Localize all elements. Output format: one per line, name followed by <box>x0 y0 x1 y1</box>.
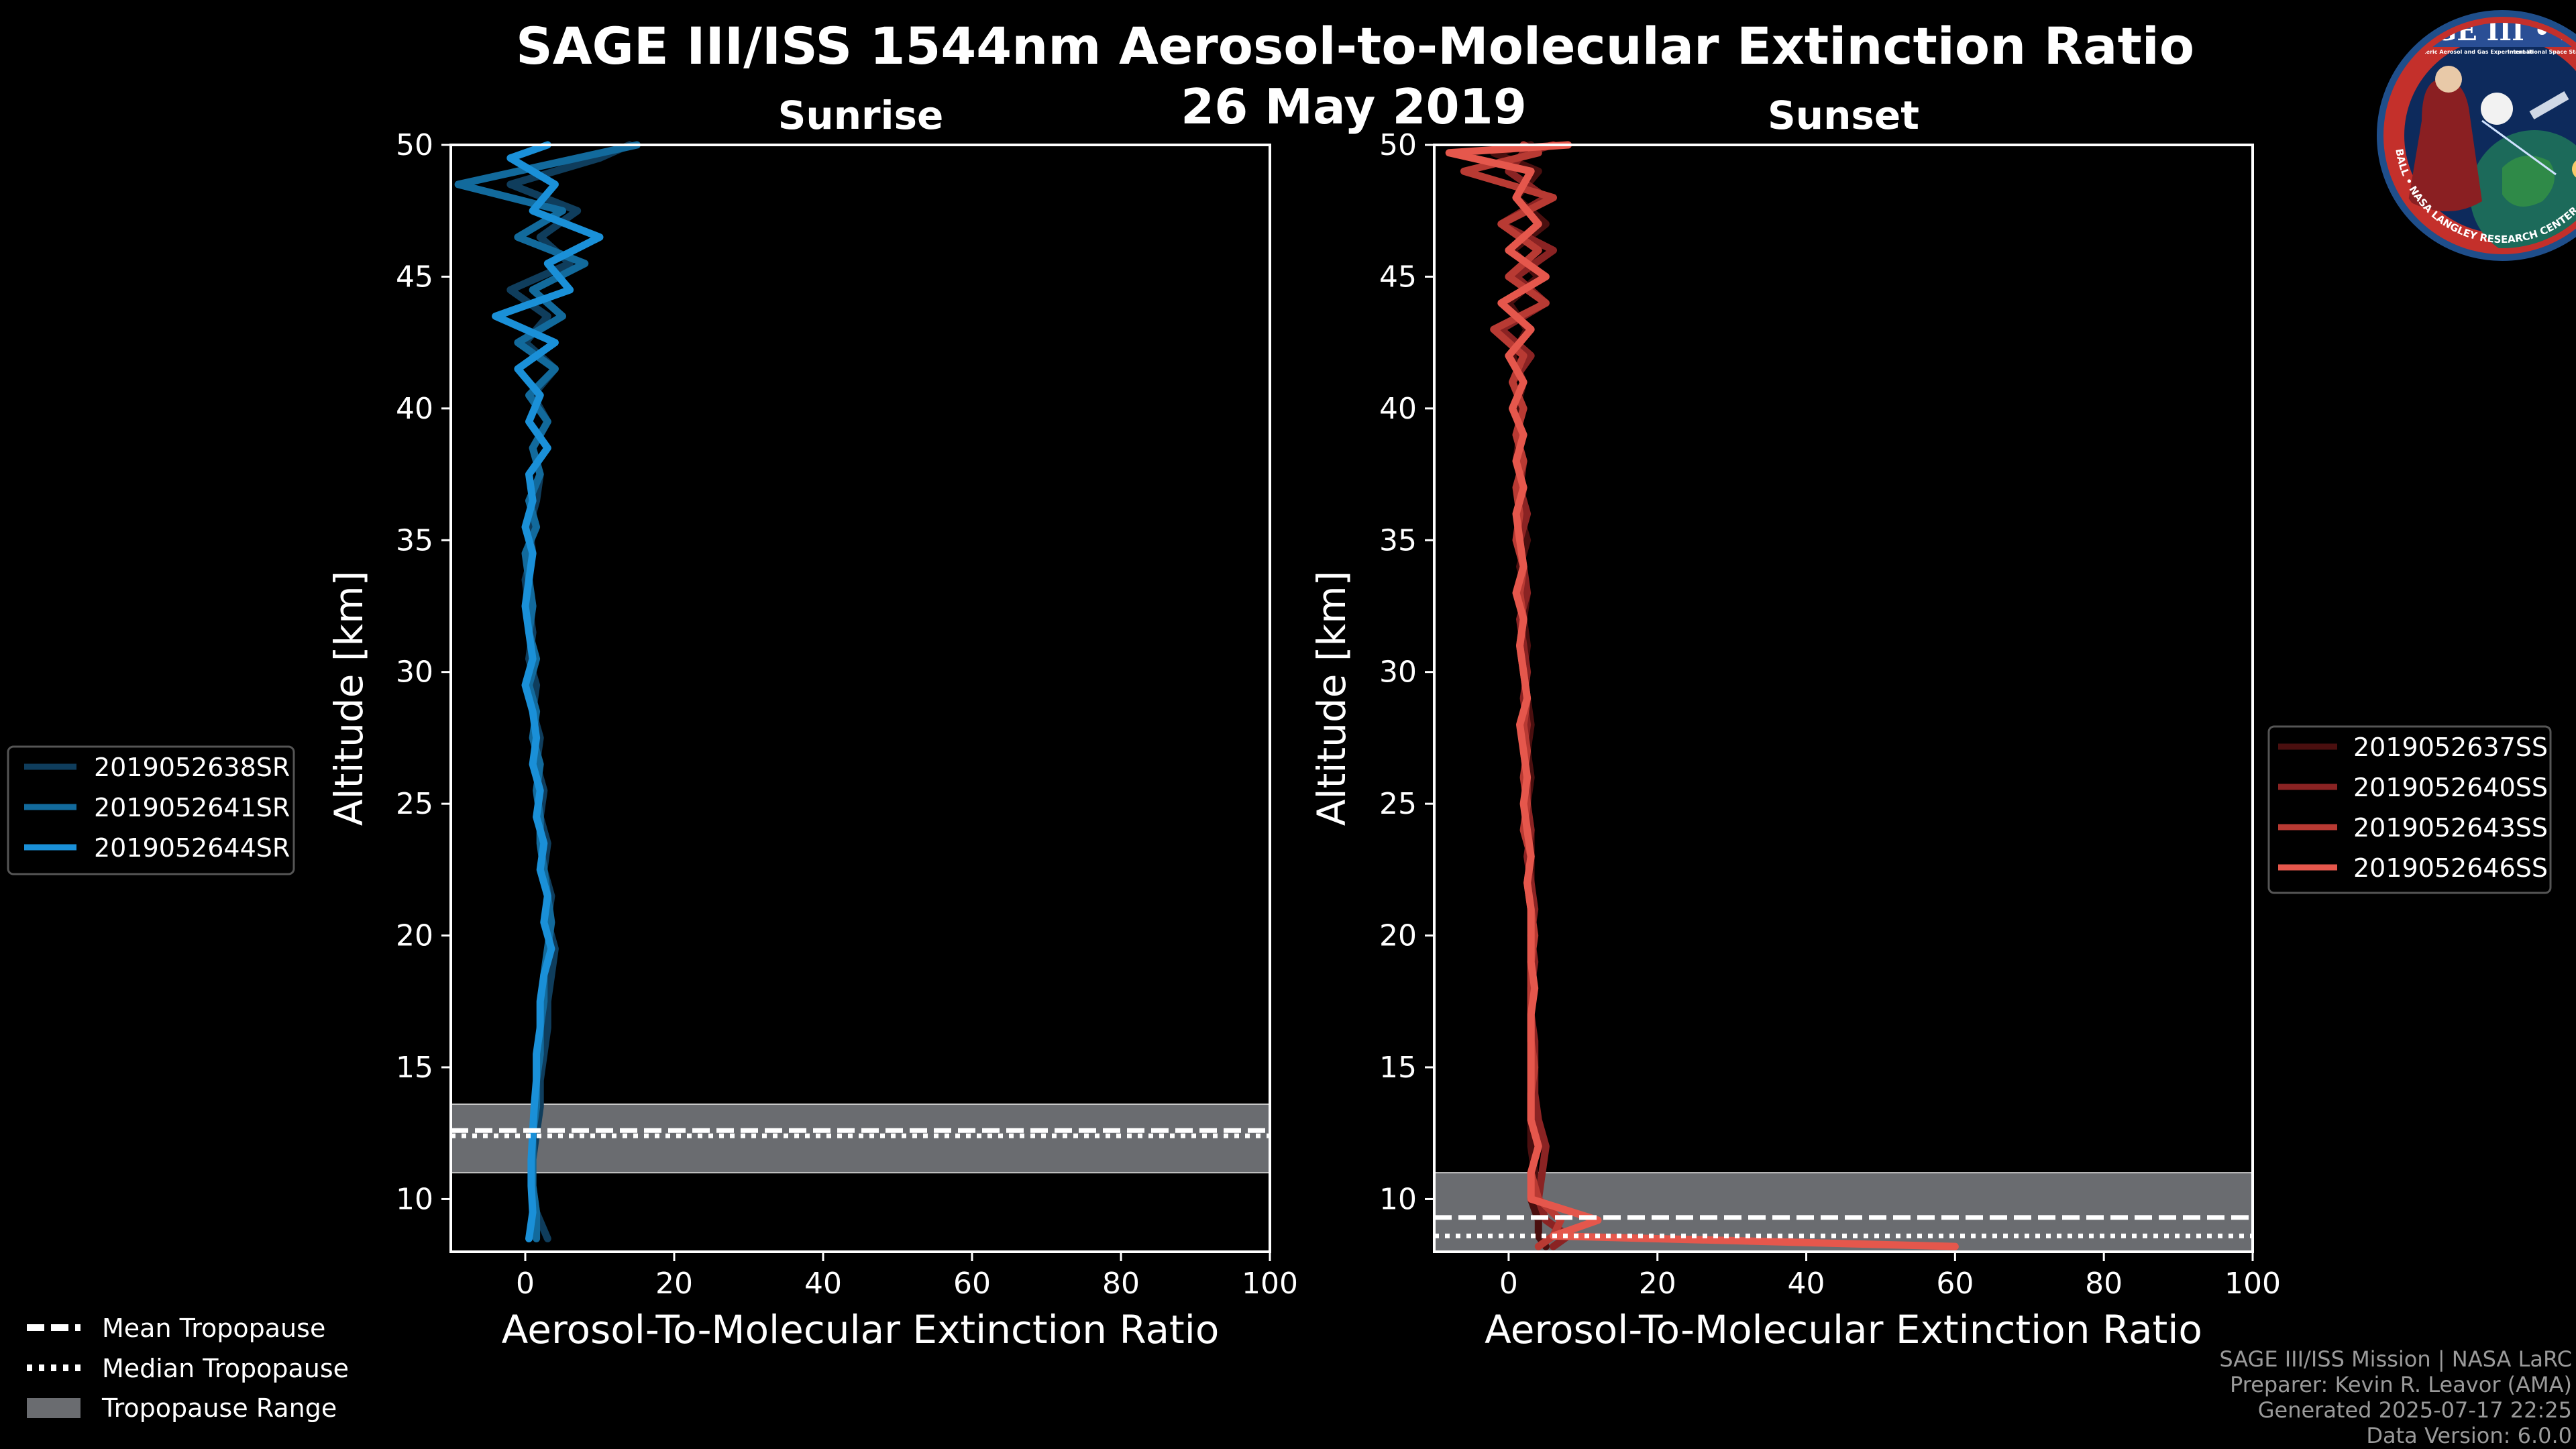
sunrise-ytick-label: 45 <box>396 260 433 294</box>
legend-label-2019052643SS: 2019052643SS <box>2353 813 2548 843</box>
sunrise-ytick-label: 10 <box>396 1182 433 1216</box>
legend-label-2019052646SS: 2019052646SS <box>2353 853 2548 883</box>
series-line-2019052646SS <box>1445 141 1959 1250</box>
sunset-axes-frame <box>1433 144 2254 1253</box>
logo-tagline-1: Stratospheric Aerosol and Gas Experiment… <box>2396 49 2533 55</box>
sunrise-panel: 10 15 20 25 30 35 40 45 50 0 20 40 60 80 100 Aerosol-To… <box>326 128 1298 1352</box>
legend-label-2019052641SR: 2019052641SR <box>94 793 290 822</box>
sunset-ytick-label: 35 <box>1379 523 1417 557</box>
series-line-2019052644SR <box>492 141 604 1242</box>
sunset-ytick-label: 45 <box>1379 260 1417 294</box>
sunrise-ytick-label: 20 <box>396 919 433 953</box>
sunrise-xtick-label: 100 <box>1242 1267 1298 1301</box>
sunrise-xtick-label: 40 <box>804 1267 842 1301</box>
logo-tagline-2: International Space Station <box>2508 49 2576 55</box>
legend-label-2019052638SR: 2019052638SR <box>94 753 290 782</box>
sunset-ytick-label: 50 <box>1379 128 1417 162</box>
series-line-2019052638SR <box>506 141 633 1242</box>
median-tropopause-label: Median Tropopause <box>102 1354 349 1383</box>
sunset-ytick-label: 30 <box>1379 655 1417 690</box>
sunrise-y-axis-label: Altitude [km] <box>326 571 372 826</box>
sunset-ytick-label: 25 <box>1379 787 1417 821</box>
sunrise-x-axis-label: Aerosol-To-Molecular Extinction Ratio <box>502 1307 1220 1352</box>
sunset-y-axis-label: Altitude [km] <box>1309 571 1354 826</box>
logo-figure-head-icon <box>2435 66 2462 93</box>
legend-label-2019052640SS: 2019052640SS <box>2353 773 2548 802</box>
tropopause-legend: Mean Tropopause Median Tropopause Tropop… <box>27 1313 349 1423</box>
figure-date: 26 May 2019 <box>1181 78 1527 135</box>
sunrise-tropopause-range <box>450 1104 1271 1174</box>
logo-figure-icon <box>2408 79 2482 211</box>
sunrise-xtick-label: 80 <box>1102 1267 1140 1301</box>
sunrise-plot-area <box>451 145 1270 1252</box>
sunrise-ytick-label: 15 <box>396 1051 433 1085</box>
sunrise-ytick-label: 25 <box>396 787 433 821</box>
sunset-xtick-label: 20 <box>1639 1267 1676 1301</box>
sunrise-xtick-label: 0 <box>516 1267 535 1301</box>
sunset-legend: 2019052637SS 2019052640SS 2019052643SS 2… <box>2267 725 2552 894</box>
sunset-ytick-label: 20 <box>1379 919 1417 953</box>
footer-credits: SAGE III/ISS Mission | NASA LaRC Prepare… <box>2219 1346 2572 1448</box>
footer-mission: SAGE III/ISS Mission | NASA LaRC <box>2219 1346 2572 1372</box>
sunrise-legend-frame <box>7 745 295 875</box>
sage-iii-iss-logo: SAGE III • ISS Stratospheric Aerosol and… <box>2377 10 2576 261</box>
logo-iss-icon <box>2529 91 2569 120</box>
tropopause-range-swatch <box>27 1398 80 1418</box>
sunrise-axes-frame <box>449 144 1271 1253</box>
sunrise-xtick-label: 60 <box>953 1267 991 1301</box>
sunrise-ytick-label: 50 <box>396 128 433 162</box>
sunset-panel-title: Sunset <box>1768 93 1919 138</box>
sunset-xtick-label: 40 <box>1788 1267 1825 1301</box>
tropopause-range-label: Tropopause Range <box>101 1393 337 1423</box>
sunset-ytick-label: 15 <box>1379 1051 1417 1085</box>
footer-generated: Generated 2025-07-17 22:25 <box>2258 1397 2572 1423</box>
figure-title: SAGE III/ISS 1544nm Aerosol-to-Molecular… <box>516 16 2194 76</box>
footer-preparer: Preparer: Kevin R. Leavor (AMA) <box>2230 1372 2572 1397</box>
sunset-x-axis-label: Aerosol-To-Molecular Extinction Ratio <box>1485 1307 2202 1352</box>
footer-data-version: Data Version: 6.0.0 <box>2366 1423 2572 1448</box>
sunrise-legend: 2019052638SR 2019052641SR 2019052644SR <box>7 745 295 875</box>
legend-label-2019052637SS: 2019052637SS <box>2353 733 2548 762</box>
sunrise-xtick-label: 20 <box>655 1267 693 1301</box>
sunrise-panel-title: Sunrise <box>778 93 944 138</box>
sunset-ytick-label: 10 <box>1379 1182 1417 1216</box>
sunset-xtick-label: 80 <box>2085 1267 2123 1301</box>
mean-tropopause-label: Mean Tropopause <box>102 1313 325 1343</box>
sunset-ytick-label: 40 <box>1379 392 1417 426</box>
sunset-xtick-label: 0 <box>1499 1267 1518 1301</box>
logo-continent-icon <box>2502 156 2555 207</box>
logo-beam-icon <box>2481 119 2557 176</box>
sunset-plot-area <box>1434 145 2253 1252</box>
sunrise-ytick-label: 40 <box>396 392 433 426</box>
sunset-panel: 10 15 20 25 30 35 40 45 50 0 20 40 60 80 100 Aerosol-To… <box>1309 128 2281 1352</box>
sunset-xtick-label: 60 <box>1936 1267 1974 1301</box>
sunrise-ytick-label: 35 <box>396 523 433 557</box>
legend-label-2019052644SR: 2019052644SR <box>94 833 290 863</box>
sunrise-ytick-label: 30 <box>396 655 433 690</box>
sunset-xtick-label: 100 <box>2224 1267 2281 1301</box>
logo-sun-icon <box>2481 93 2513 125</box>
sunset-legend-frame <box>2267 725 2552 894</box>
